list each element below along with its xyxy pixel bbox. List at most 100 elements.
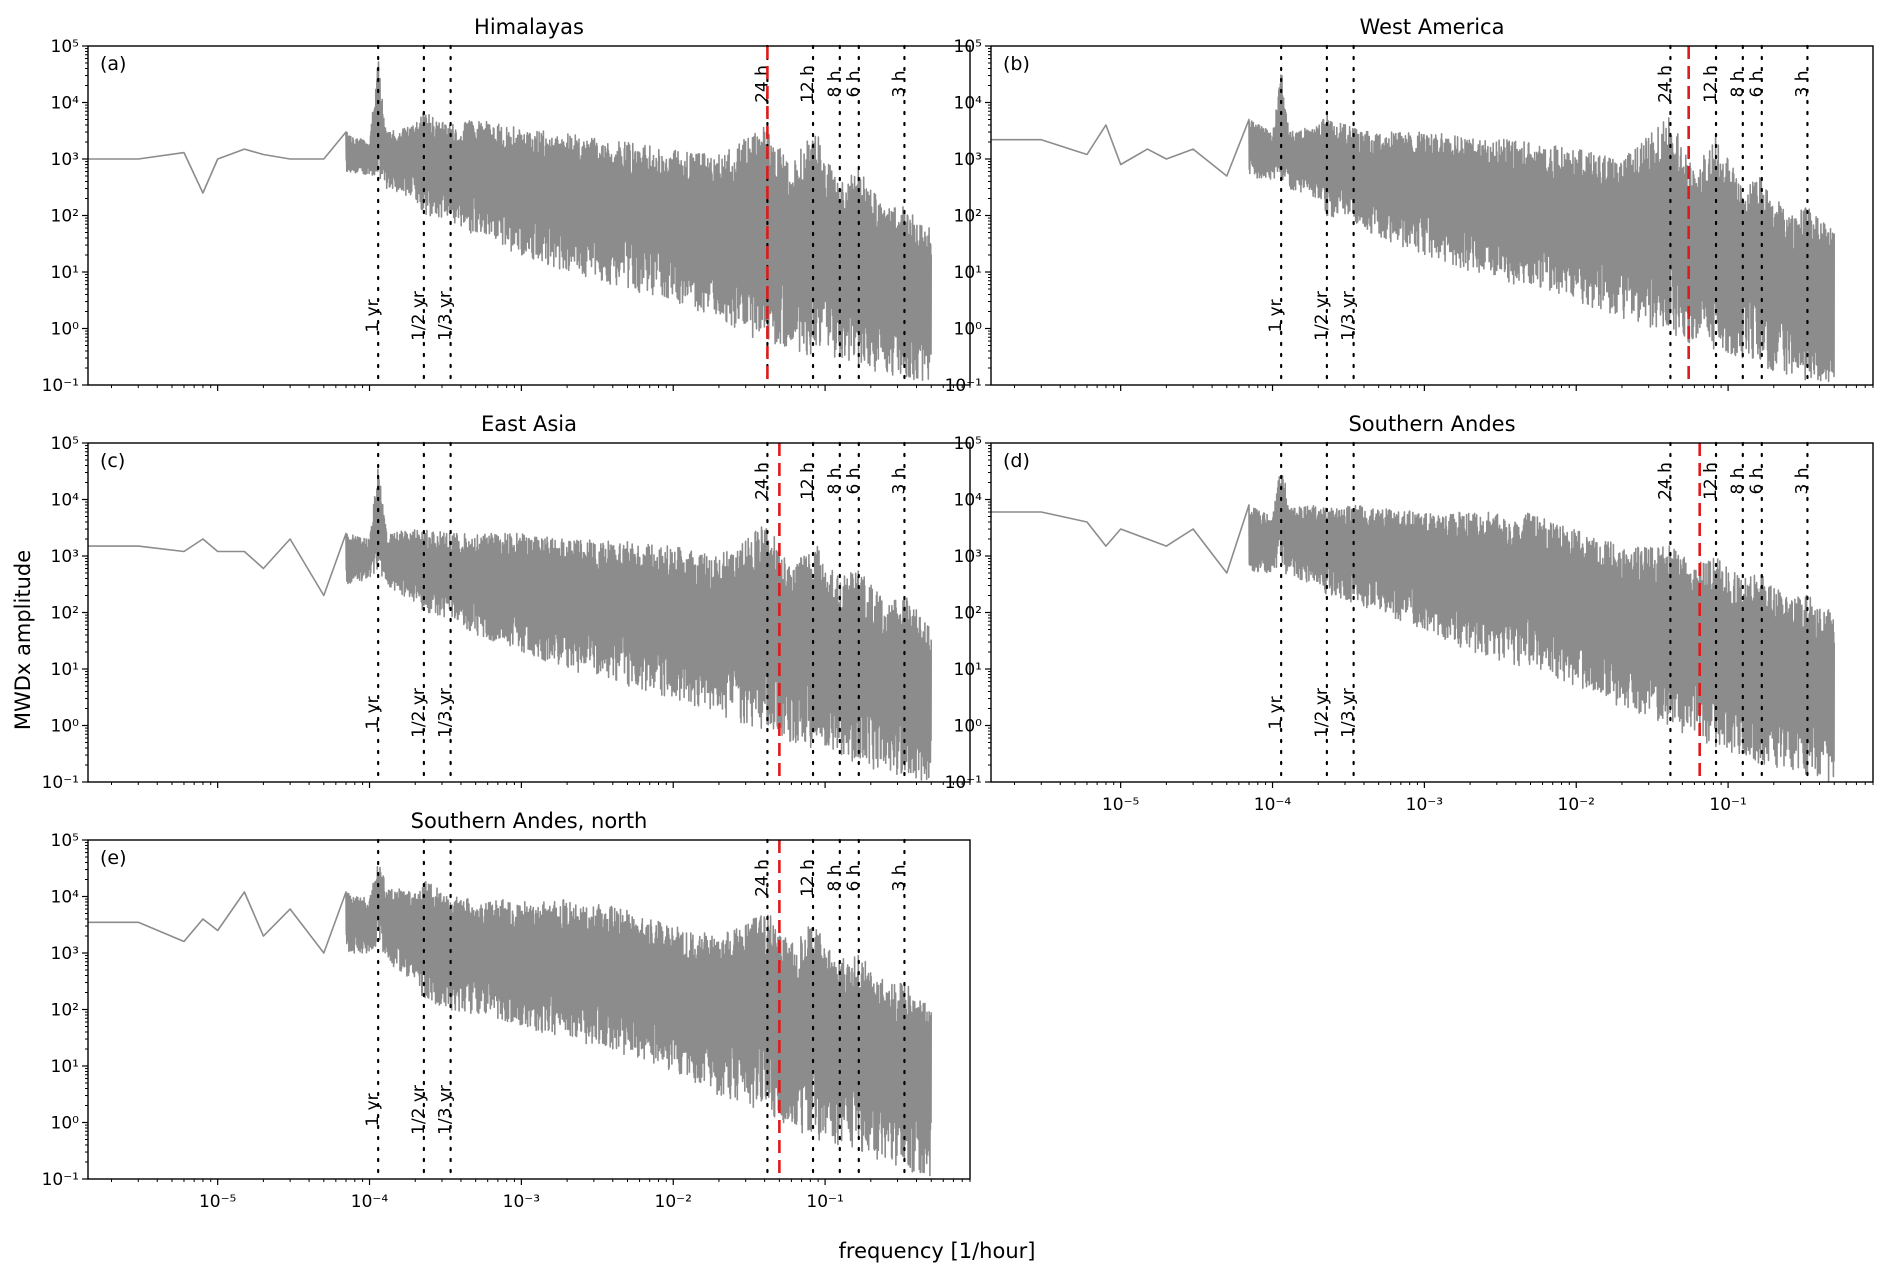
y-tick-label: 10⁻¹ — [42, 773, 79, 793]
y-tick-label: 10⁻¹ — [42, 1170, 79, 1190]
marker-label: 1/2 yr — [1312, 688, 1332, 738]
x-tick-label: 10⁻³ — [503, 1192, 540, 1212]
y-tick-label: 10¹ — [51, 263, 79, 283]
spectrum-series-line — [88, 468, 932, 781]
marker-label: 6 h — [844, 468, 864, 495]
y-tick-label: 10¹ — [51, 660, 79, 680]
y-tick-label: 10⁴ — [954, 94, 983, 114]
y-tick-label: 10² — [51, 207, 79, 227]
marker-label: 3 h — [1792, 71, 1812, 98]
marker-label: 24 h — [752, 65, 772, 103]
marker-label: 1 yr — [1266, 299, 1286, 332]
marker-label: 1/3 yr — [1339, 291, 1359, 341]
marker-label: 8 h — [1728, 71, 1748, 98]
y-tick-label: 10⁴ — [51, 888, 80, 908]
marker-label: 12 h — [798, 859, 818, 897]
marker-label: 1 yr — [1266, 696, 1286, 729]
panel-title: West America — [1360, 15, 1505, 39]
y-tick-label: 10⁴ — [51, 94, 80, 114]
marker-label: 1/3 yr — [436, 688, 456, 738]
spectrum-series-line — [88, 866, 932, 1177]
y-tick-label: 10¹ — [51, 1057, 79, 1077]
x-axis-label: frequency [1/hour] — [839, 1239, 1036, 1263]
y-tick-label: 10⁰ — [954, 717, 983, 737]
y-tick-label: 10⁻¹ — [945, 773, 982, 793]
y-tick-label: 10³ — [51, 150, 79, 170]
marker-label: 6 h — [844, 71, 864, 98]
panel-title: Southern Andes — [1348, 412, 1515, 436]
x-tick-label: 10⁻⁵ — [1102, 795, 1139, 815]
marker-label: 1 yr — [363, 696, 383, 729]
chart-panel: 1 yr 1/2 yr 1/3 yr 24 h 12 h 8 h6 h 3 h 10⁻¹ 10⁰… — [42, 809, 971, 1212]
panel-label: (e) — [100, 847, 127, 869]
y-tick-label: 10² — [954, 604, 982, 624]
y-tick-label: 10⁰ — [51, 717, 80, 737]
spectrum-series-line — [991, 74, 1835, 382]
marker-label: 24 h — [1655, 65, 1675, 103]
chart-panel: 1 yr 1/2 yr 1/3 yr 24 h 12 h 8 h6 h 3 h 10⁻¹ 10⁰… — [42, 412, 971, 793]
marker-label: 8 h — [825, 71, 845, 98]
marker-label: 12 h — [1701, 462, 1721, 500]
marker-label: 3 h — [889, 468, 909, 495]
panel-label: (d) — [1003, 450, 1030, 472]
y-tick-label: 10⁴ — [51, 491, 80, 511]
marker-label: 6 h — [1747, 468, 1767, 495]
x-tick-label: 10⁻⁴ — [1254, 795, 1292, 815]
spectrum-series-line — [991, 474, 1835, 782]
x-tick-label: 10⁻⁴ — [351, 1192, 389, 1212]
y-tick-label: 10⁻¹ — [945, 376, 982, 396]
marker-label: 6 h — [844, 865, 864, 892]
marker-label: 12 h — [798, 462, 818, 500]
x-tick-label: 10⁻² — [655, 1192, 692, 1212]
marker-label: 1/3 yr — [1339, 688, 1359, 738]
marker-label: 1/3 yr — [436, 291, 456, 341]
marker-label: 8 h — [825, 865, 845, 892]
marker-label: 1/2 yr — [1312, 291, 1332, 341]
marker-label: 24 h — [752, 859, 772, 897]
marker-label: 3 h — [1792, 468, 1812, 495]
y-tick-label: 10¹ — [954, 660, 982, 680]
chart-panel: 1 yr 1/2 yr 1/3 yr 24 h 12 h 8 h6 h 3 h 10⁻¹ 10⁰… — [42, 15, 971, 396]
marker-label: 1/2 yr — [409, 688, 429, 738]
y-tick-label: 10⁴ — [954, 491, 983, 511]
marker-label: 24 h — [752, 462, 772, 500]
chart-panel: 1 yr 1/2 yr 1/3 yr 24 h 12 h 8 h6 h 3 h 10⁻¹ 10⁰… — [945, 412, 1874, 815]
y-tick-label: 10² — [954, 207, 982, 227]
marker-label: 12 h — [1701, 65, 1721, 103]
panel-title: East Asia — [481, 412, 577, 436]
y-tick-label: 10¹ — [954, 263, 982, 283]
panel-label: (a) — [100, 53, 126, 75]
spectrum-series-line — [88, 61, 932, 381]
y-tick-label: 10² — [51, 604, 79, 624]
marker-label: 1/2 yr — [409, 1085, 429, 1135]
marker-label: 12 h — [798, 65, 818, 103]
marker-label: 1 yr — [363, 1093, 383, 1126]
y-tick-label: 10⁰ — [51, 320, 80, 340]
marker-label: 24 h — [1655, 462, 1675, 500]
y-tick-label: 10⁵ — [51, 434, 79, 454]
x-tick-label: 10⁻¹ — [1709, 795, 1746, 815]
y-tick-label: 10⁰ — [954, 320, 983, 340]
y-tick-label: 10⁵ — [51, 37, 79, 57]
y-tick-label: 10² — [51, 1001, 79, 1021]
panel-label: (c) — [100, 450, 125, 472]
y-tick-label: 10³ — [954, 547, 982, 567]
y-tick-label: 10⁵ — [954, 434, 982, 454]
y-tick-label: 10⁵ — [51, 831, 79, 851]
x-tick-label: 10⁻⁵ — [199, 1192, 236, 1212]
marker-label: 1 yr — [363, 299, 383, 332]
panel-title: Himalayas — [474, 15, 584, 39]
panel-title: Southern Andes, north — [411, 809, 648, 833]
y-axis-label: MWDx amplitude — [11, 550, 35, 730]
y-tick-label: 10³ — [954, 150, 982, 170]
marker-label: 6 h — [1747, 71, 1767, 98]
y-tick-label: 10³ — [51, 944, 79, 964]
marker-label: 8 h — [1728, 468, 1748, 495]
x-tick-label: 10⁻³ — [1406, 795, 1443, 815]
y-tick-label: 10⁻¹ — [42, 376, 79, 396]
chart-panel: 1 yr 1/2 yr 1/3 yr 24 h 12 h 8 h6 h 3 h 10⁻¹ 10⁰… — [945, 15, 1874, 396]
marker-label: 3 h — [889, 865, 909, 892]
marker-label: 3 h — [889, 71, 909, 98]
